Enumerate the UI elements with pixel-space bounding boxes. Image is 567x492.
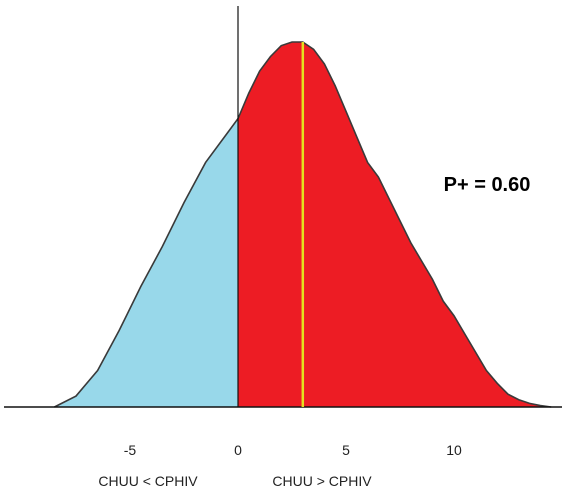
x-tick-label: -5 bbox=[124, 442, 137, 458]
right-region-label: CHUU > CPHIV bbox=[272, 473, 372, 489]
density-outline bbox=[54, 41, 552, 408]
x-tick-label: 5 bbox=[342, 442, 350, 458]
left-region-area bbox=[54, 118, 239, 408]
x-tick-label: 0 bbox=[234, 442, 242, 458]
probability-annotation: P+ = 0.60 bbox=[444, 174, 531, 196]
left-region-label: CHUU < CPHIV bbox=[98, 473, 198, 489]
x-tick-labels: -5 0 5 10 bbox=[124, 442, 462, 458]
right-region-area bbox=[238, 42, 552, 407]
x-tick-label: 10 bbox=[446, 442, 462, 458]
